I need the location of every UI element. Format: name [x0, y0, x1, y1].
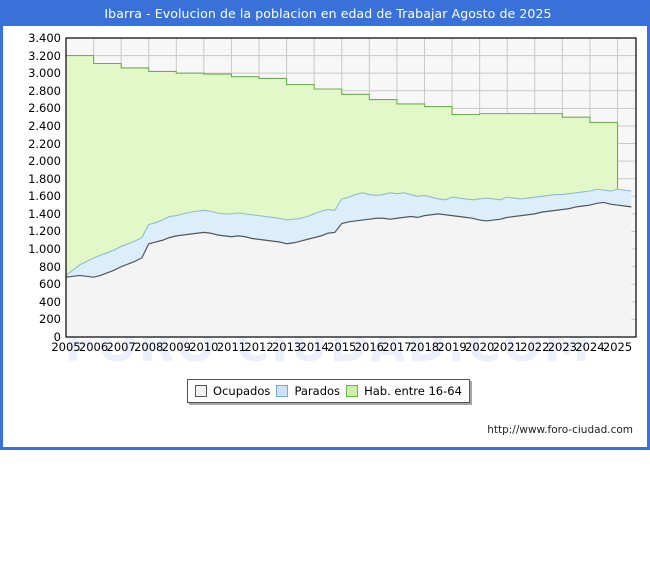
x-tick-label: 2005 — [51, 340, 81, 354]
x-tick-label: 2023 — [547, 340, 577, 354]
x-tick-label: 2017 — [382, 340, 412, 354]
legend-item-parados: Parados — [276, 384, 340, 398]
y-tick-label: 2.800 — [28, 83, 61, 98]
y-tick-label: 1.600 — [28, 189, 61, 204]
chart-window: Ibarra - Evolucion de la poblacion en ed… — [0, 0, 650, 450]
y-tick-label: 3.000 — [28, 66, 61, 81]
y-tick-label: 1.400 — [28, 206, 61, 221]
y-tick-label: 3.400 — [28, 31, 61, 45]
x-tick-label: 2009 — [161, 340, 191, 354]
source-url: http://www.foro-ciudad.com — [487, 424, 633, 436]
x-tick-label: 2021 — [492, 340, 522, 354]
window-title-bar: Ibarra - Evolucion de la poblacion en ed… — [3, 0, 650, 26]
y-tick-label: 800 — [39, 259, 61, 274]
legend-label-parados: Parados — [294, 384, 341, 398]
y-tick-label: 3.200 — [28, 48, 61, 63]
x-tick-label: 2008 — [134, 340, 164, 354]
y-tick-label: 1.800 — [28, 171, 61, 186]
y-axis-labels: 0 200 400 600 800 1.000 1.200 1.400 1.600 1.800 2.… — [3, 0, 66, 450]
x-tick-label: 2018 — [409, 340, 440, 354]
legend-swatch-ocupados — [195, 385, 208, 397]
x-tick-label: 2013 — [271, 340, 302, 354]
y-tick-label: 2.200 — [28, 136, 61, 151]
chart-canvas — [65, 37, 637, 338]
y-tick-label: 2.000 — [28, 154, 61, 169]
x-tick-label: 2024 — [575, 340, 605, 354]
x-tick-label: 2011 — [216, 340, 247, 354]
y-tick-label: 200 — [39, 312, 61, 327]
legend-label-ocupados: Ocupados — [213, 384, 271, 398]
page-title: Ibarra - Evolucion de la poblacion en ed… — [104, 5, 552, 21]
y-tick-label: 1.000 — [28, 242, 61, 257]
x-tick-label: 2012 — [244, 340, 274, 354]
y-tick-label: 1.200 — [28, 224, 61, 239]
y-tick-label: 600 — [39, 277, 61, 292]
legend-label-hab-16-64: Hab. entre 16-64 — [364, 384, 462, 398]
x-tick-label: 2010 — [189, 340, 219, 354]
legend-swatch-parados — [276, 385, 289, 397]
y-tick-label: 0 — [53, 330, 61, 344]
y-tick-label: 2.400 — [28, 118, 61, 133]
legend-swatch-hab-16-64 — [346, 385, 359, 397]
x-tick-label: 2015 — [327, 340, 357, 354]
x-tick-label: 2020 — [465, 340, 495, 354]
x-tick-label: 2025 — [602, 340, 633, 354]
x-tick-label: 2022 — [520, 340, 550, 354]
x-tick-label: 2016 — [354, 340, 384, 354]
chart-legend: Ocupados Parados Hab. entre 16-64 — [187, 379, 470, 403]
x-tick-label: 2006 — [78, 340, 109, 354]
legend-item-ocupados: Ocupados — [195, 384, 270, 398]
x-tick-label: 2007 — [106, 340, 136, 354]
x-tick-label: 2019 — [437, 340, 467, 354]
y-tick-label: 2.600 — [28, 101, 61, 116]
y-tick-label: 400 — [39, 294, 61, 309]
x-tick-label: 2014 — [299, 340, 329, 354]
legend-item-hab-16-64: Hab. entre 16-64 — [346, 384, 462, 398]
chart-plot-area — [3, 0, 650, 450]
